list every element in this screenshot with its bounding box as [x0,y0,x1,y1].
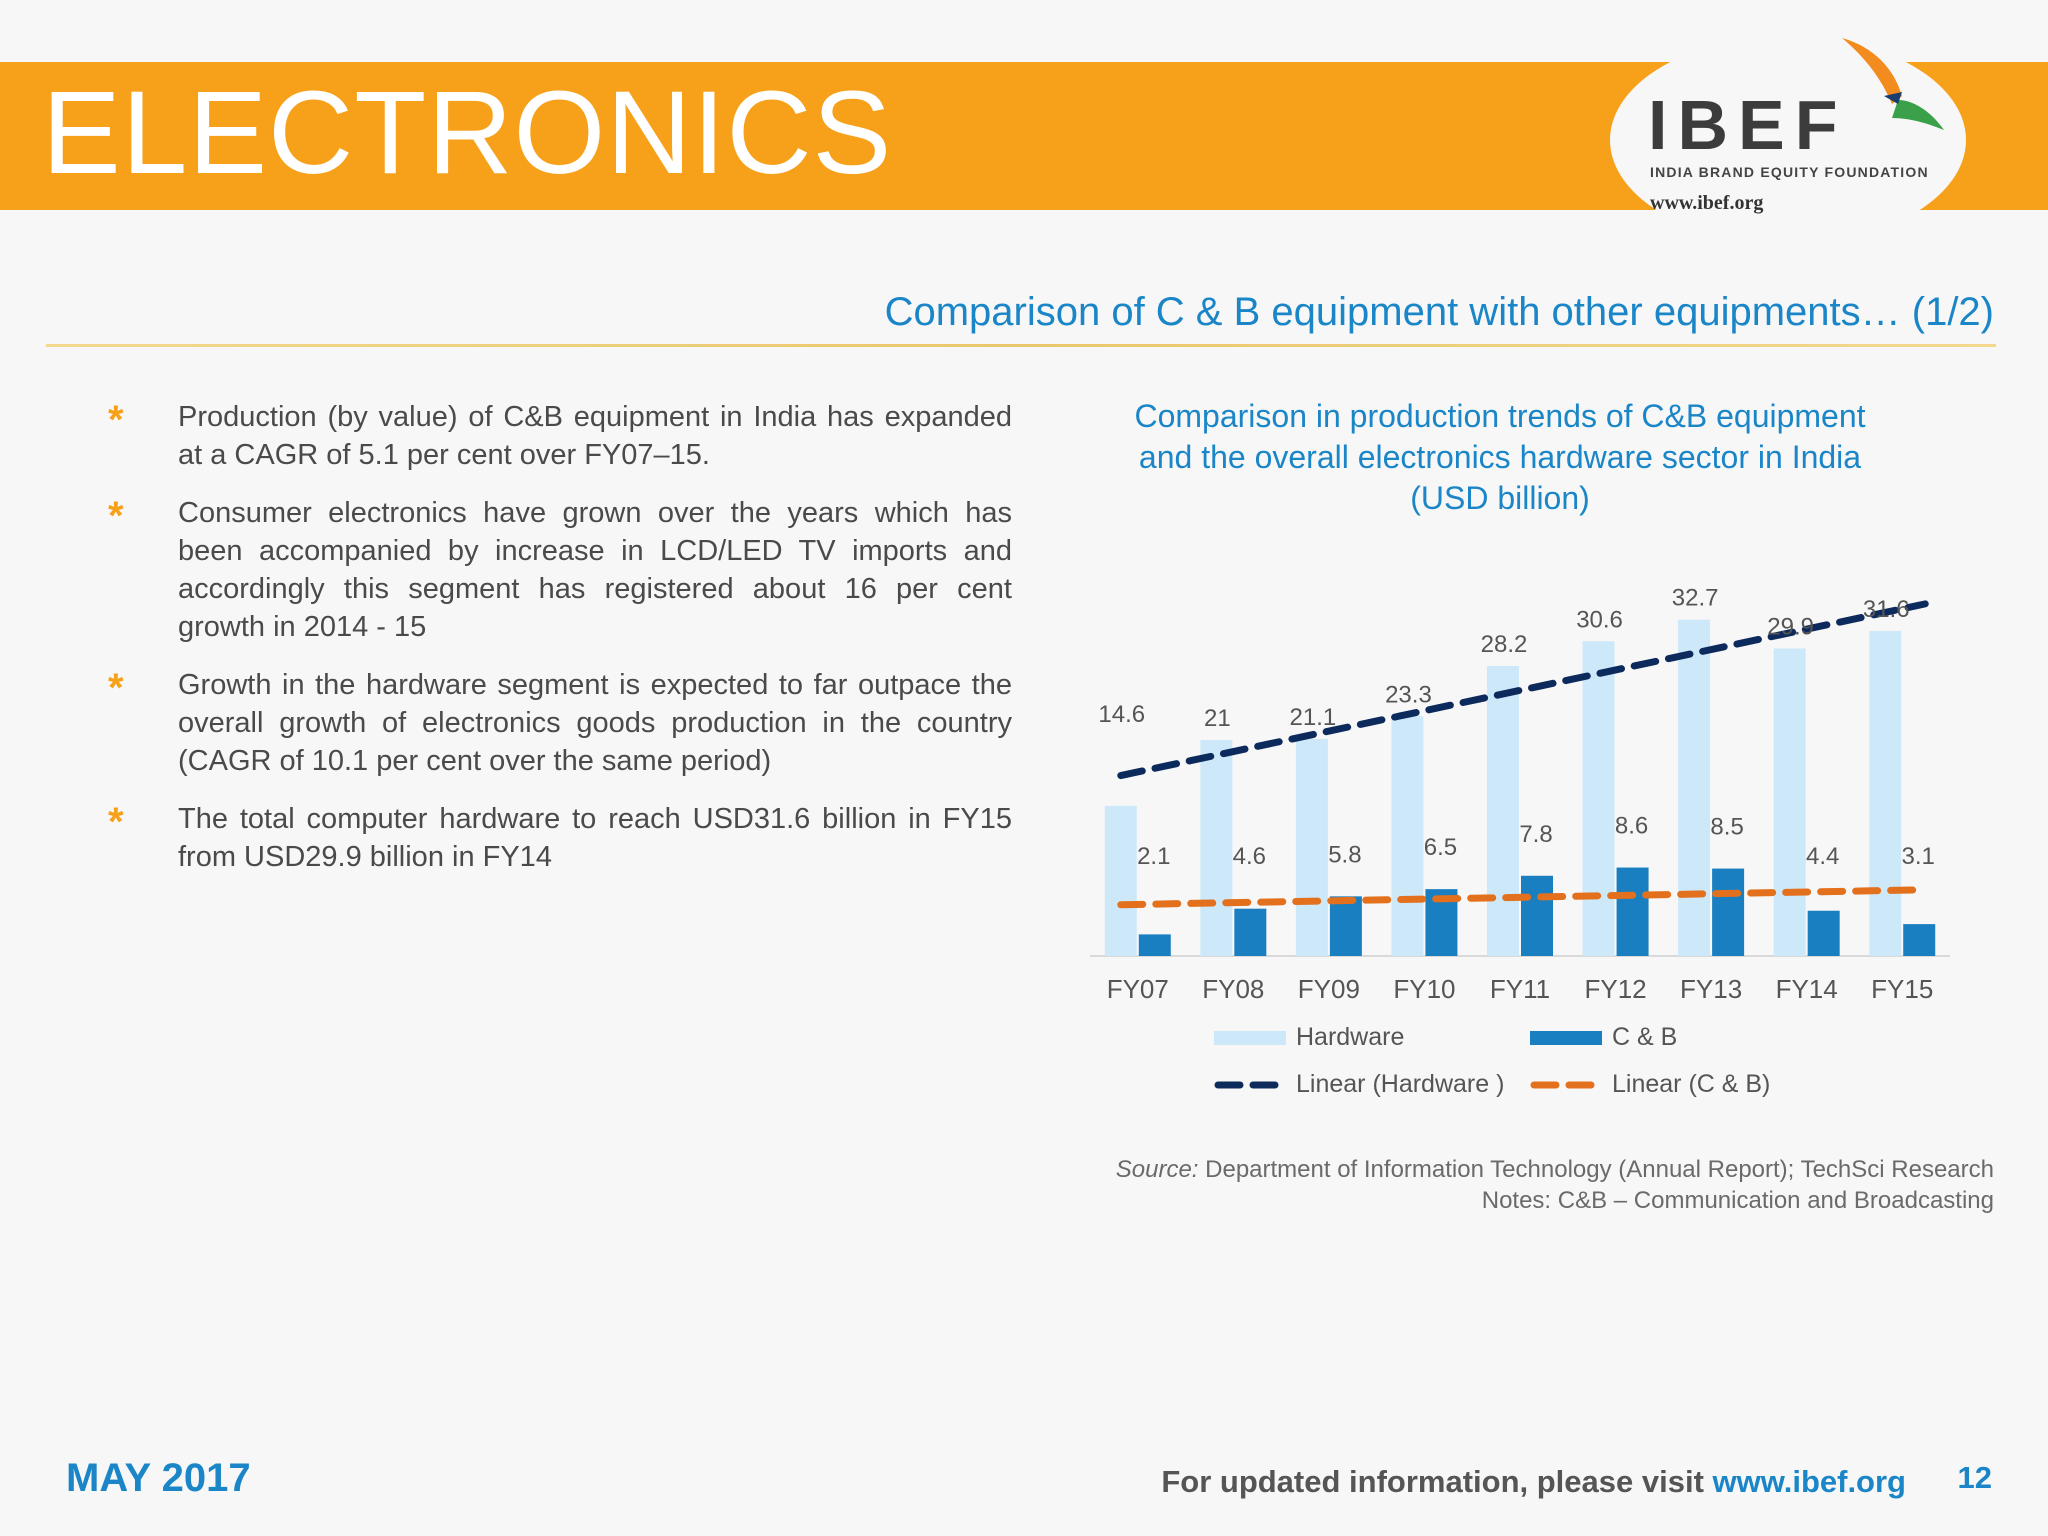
data-label-cb: 3.1 [1902,843,1935,870]
legend-linear-hardware-label: Linear (Hardware ) [1296,1070,1504,1098]
data-label-hardware: 21 [1204,705,1231,732]
bar-cb [1521,875,1553,956]
bar-cb [1138,934,1171,956]
bullet-item: * The total computer hardware to reach US… [108,800,1012,876]
source-note: Source: Department of Information Techno… [1116,1154,1994,1216]
bar-cb [1616,867,1649,956]
bar-hardware [1104,805,1137,956]
ibef-logo[interactable]: IBEF INDIA BRAND EQUITY FOUNDATION www.i… [1608,34,1968,246]
legend-cb-swatch [1530,1031,1602,1045]
bullet-item: * Growth in the hardware segment is expec… [108,666,1012,780]
x-tick-label: FY11 [1490,974,1550,1004]
asterisk-icon: * [108,398,124,442]
bird-icon [1842,38,1944,130]
data-label-hardware: 23.3 [1385,681,1432,708]
logo-subtitle: INDIA BRAND EQUITY FOUNDATION [1650,164,1929,180]
data-label-hardware: 32.7 [1672,585,1719,612]
x-tick-label: FY12 [1584,974,1646,1004]
data-label-cb: 2.1 [1137,843,1170,870]
data-label-hardware: 14.6 [1098,701,1145,728]
logo-wordmark: IBEF [1648,86,1848,164]
bar-cb [1234,908,1267,956]
page-title: ELECTRONICS [42,67,893,199]
production-chart: FY07 FY08 FY09 FY10 FY11 FY12 FY13 FY14 FY15 14.6… [1090,585,1950,1098]
source-line: Source: Department of Information Techno… [1116,1154,1994,1185]
bar-cb [1712,868,1745,956]
asterisk-icon: * [108,800,124,844]
x-tick-label: FY14 [1776,974,1838,1004]
data-label-hardware: 28.2 [1481,631,1528,658]
x-tick-label: FY07 [1107,974,1169,1004]
legend-hardware-label: Hardware [1296,1023,1404,1051]
data-label-cb: 8.5 [1710,814,1743,841]
data-label-hardware: 31.6 [1863,596,1910,623]
bullet-text: The total computer hardware to reach USD… [178,803,1012,873]
bar-hardware [1678,619,1711,956]
bar-cb [1329,896,1362,956]
bar-hardware [1487,665,1519,956]
notes-line: Notes: C&B – Communication and Broadcast… [1481,1187,1994,1214]
trendline-hardware [1117,600,1929,780]
page-number: 12 [1957,1460,1992,1495]
data-label-hardware: 21.1 [1290,704,1337,731]
bar-hardware [1582,641,1615,956]
bullet-text: Growth in the hardware segment is expect… [178,669,1012,777]
logo-badge-shape [1610,36,1966,244]
data-label-cb: 6.5 [1424,834,1457,861]
legend-cb-label: C & B [1612,1023,1677,1051]
bar-hardware [1295,738,1328,956]
footer-note-text: For updated information, please visit [1161,1464,1713,1499]
x-tick-label: FY13 [1680,974,1742,1004]
data-label-hardware: 29.9 [1767,613,1814,640]
logo-url: www.ibef.org [1650,192,1764,214]
bar-cb [1903,924,1936,956]
asterisk-icon: * [108,494,124,538]
bullet-item: * Consumer electronics have grown over th… [108,494,1012,646]
bar-hardware [1200,740,1233,956]
data-label-cb: 4.6 [1233,843,1266,870]
trendline-cb [1117,886,1929,909]
x-tick-label: FY08 [1202,974,1264,1004]
data-label-cb: 4.4 [1806,843,1839,870]
x-tick-label: FY09 [1298,974,1360,1004]
bar-hardware [1773,648,1806,956]
bullet-text: Consumer electronics have grown over the… [178,497,1012,643]
bullet-list: * Production (by value) of C&B equipment … [108,398,1012,896]
asterisk-icon: * [108,666,124,710]
chart-title: Comparison in production trends of C&B e… [1134,398,1866,516]
data-label-cb: 7.8 [1519,821,1552,848]
bar-cb [1807,910,1840,956]
footer-date: MAY 2017 [66,1456,251,1500]
bar-hardware [1869,630,1902,956]
bullet-text: Production (by value) of C&B equipment i… [178,401,1012,471]
x-tick-label: FY10 [1393,974,1455,1004]
legend-hardware-swatch [1214,1031,1286,1045]
source-label: Source: [1115,1156,1199,1183]
section-divider [46,344,1996,347]
x-tick-label: FY15 [1871,974,1933,1004]
footer-link[interactable]: www.ibef.org [1712,1464,1906,1499]
data-label-cb: 8.6 [1615,813,1648,840]
data-label-hardware: 30.6 [1576,606,1623,633]
bar-hardware [1391,716,1424,956]
legend-linear-cb-label: Linear (C & B) [1612,1070,1770,1098]
section-title: Comparison of C & B equipment with other… [884,290,1994,334]
bullet-item: * Production (by value) of C&B equipment … [108,398,1012,474]
source-text: Department of Information Technology (An… [1198,1156,1994,1183]
footer-note: For updated information, please visit ww… [1161,1464,1906,1500]
data-label-cb: 5.8 [1328,841,1361,868]
